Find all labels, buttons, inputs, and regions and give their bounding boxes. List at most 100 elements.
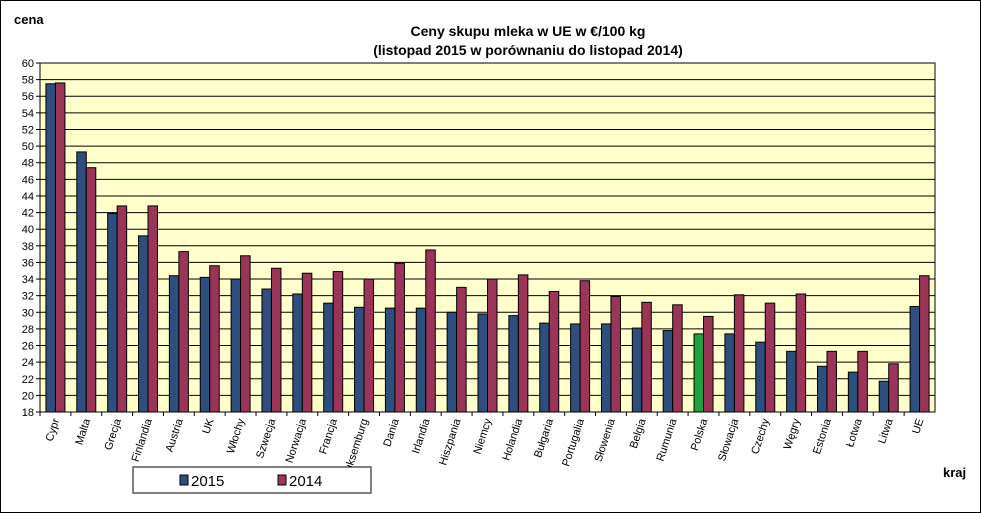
x-tick-label: Finlandia bbox=[130, 416, 155, 463]
y-tick-label: 36 bbox=[22, 257, 34, 269]
y-tick-label: 22 bbox=[22, 374, 34, 386]
bar-2014 bbox=[332, 271, 344, 413]
bar-2014 bbox=[888, 363, 899, 413]
bar-2014 bbox=[301, 272, 313, 413]
bar-2015 bbox=[138, 235, 149, 413]
bars bbox=[45, 82, 930, 413]
bar-2014 bbox=[209, 265, 220, 413]
bar-2015 bbox=[755, 341, 766, 413]
bar-2014 bbox=[116, 205, 128, 413]
legend-swatch-2015 bbox=[179, 474, 189, 486]
x-tick-label: Hiszpania bbox=[437, 416, 464, 466]
bar-2014 bbox=[425, 249, 436, 413]
bar-2015 bbox=[508, 315, 519, 413]
legend-label-2014: 2014 bbox=[289, 473, 322, 490]
bar-2015 bbox=[786, 350, 797, 413]
x-tick-label: Dania bbox=[381, 416, 402, 448]
x-tick-label: Bułgaria bbox=[532, 416, 556, 459]
x-tick-label: Belgia bbox=[628, 416, 649, 450]
x-tick-label: Norwacja bbox=[284, 416, 310, 464]
legend-swatch-2014 bbox=[277, 474, 287, 486]
y-axis-label: cena bbox=[14, 12, 44, 27]
bar-2015 bbox=[724, 333, 735, 413]
y-tick-label: 48 bbox=[22, 158, 34, 170]
y-tick-label: 46 bbox=[22, 174, 34, 186]
bar-2015 bbox=[323, 302, 334, 413]
bar-2015 bbox=[847, 371, 859, 413]
x-tick-label: Holandia bbox=[500, 416, 525, 462]
bar-2014 bbox=[363, 278, 375, 413]
bar-2015 bbox=[168, 275, 180, 413]
x-tick-label: Litwa bbox=[876, 416, 896, 445]
x-tick-label: Węgry bbox=[782, 417, 803, 451]
bar-2015 bbox=[631, 327, 643, 413]
bar-2015 bbox=[415, 307, 427, 413]
chart-title: Ceny skupu mleka w UE w €/100 kg bbox=[411, 23, 646, 39]
bar-2015 bbox=[570, 323, 581, 413]
bar-2015 bbox=[354, 306, 365, 413]
x-tick-label: Rumunia bbox=[655, 416, 680, 462]
bar-2014 bbox=[641, 301, 652, 413]
legend-box bbox=[132, 466, 372, 494]
bar-2014 bbox=[703, 315, 714, 413]
bar-2015 bbox=[384, 307, 396, 413]
bar-2014 bbox=[919, 275, 930, 413]
y-tick-label: 52 bbox=[22, 124, 34, 136]
y-tick-label: 56 bbox=[22, 91, 34, 103]
bar-2015 bbox=[662, 330, 674, 413]
bar-2014 bbox=[54, 82, 66, 413]
x-tick-label: UK bbox=[200, 417, 216, 436]
bar-2014 bbox=[178, 251, 189, 413]
legend-label-2015: 2015 bbox=[191, 473, 224, 490]
y-tick-label: 42 bbox=[22, 208, 34, 220]
bar-2014 bbox=[517, 274, 529, 413]
bar-2014 bbox=[85, 167, 97, 413]
chart-subtitle: (listopad 2015 w porównaniu do listopad … bbox=[373, 42, 683, 58]
bar-2014 bbox=[579, 280, 591, 413]
y-tick-label: 50 bbox=[22, 141, 34, 153]
x-tick-label: UE bbox=[910, 417, 926, 435]
x-tick-label: Polska bbox=[689, 416, 711, 452]
bar-2014 bbox=[394, 262, 405, 413]
y-tick-label: 28 bbox=[22, 324, 34, 336]
x-tick-label: Czechy bbox=[749, 417, 772, 456]
bar-2015 bbox=[878, 380, 890, 413]
bar-2015 bbox=[230, 278, 242, 413]
bar-2015 bbox=[909, 305, 921, 413]
x-tick-label: Irlandia bbox=[410, 416, 433, 455]
bar-2015 bbox=[261, 288, 272, 413]
y-tick-label: 44 bbox=[22, 191, 34, 203]
y-tick-label: 38 bbox=[22, 241, 34, 253]
y-tick-label: 24 bbox=[22, 357, 34, 369]
x-axis-label: kraj bbox=[943, 465, 966, 480]
bar-2015 bbox=[199, 276, 211, 413]
x-tick-label: Malta bbox=[73, 416, 93, 446]
bar-2014 bbox=[857, 350, 868, 413]
y-tick-label: 54 bbox=[22, 108, 34, 120]
bar-2014 bbox=[733, 294, 745, 413]
bar-2015 bbox=[76, 151, 87, 413]
bar-2014 bbox=[826, 350, 837, 413]
y-tick-label: 30 bbox=[22, 307, 34, 319]
bar-2015 bbox=[477, 313, 488, 413]
bar-2014 bbox=[610, 295, 621, 413]
bar-2014 bbox=[764, 302, 776, 413]
y-tick-label: 20 bbox=[22, 390, 34, 402]
bar-2014 bbox=[456, 286, 467, 413]
bar-2014 bbox=[240, 255, 251, 413]
x-tick-label: Austria bbox=[164, 416, 186, 453]
bar-2014 bbox=[487, 278, 498, 413]
bar-2015 bbox=[292, 293, 303, 413]
bar-2014 bbox=[548, 291, 560, 413]
bar-2015 bbox=[539, 322, 550, 413]
bar-2015 bbox=[816, 365, 828, 413]
x-tick-label: Niemcy bbox=[472, 417, 495, 456]
y-tick-label: 40 bbox=[22, 224, 34, 236]
bar-2014 bbox=[270, 267, 282, 413]
x-tick-label: Łotwa bbox=[844, 416, 865, 448]
bar-2014 bbox=[795, 293, 807, 413]
y-tick-label: 32 bbox=[22, 291, 34, 303]
x-tick-label: Cypr bbox=[44, 417, 63, 443]
legend: 2015 2014 bbox=[132, 466, 372, 494]
y-tick-label: 18 bbox=[22, 407, 34, 419]
